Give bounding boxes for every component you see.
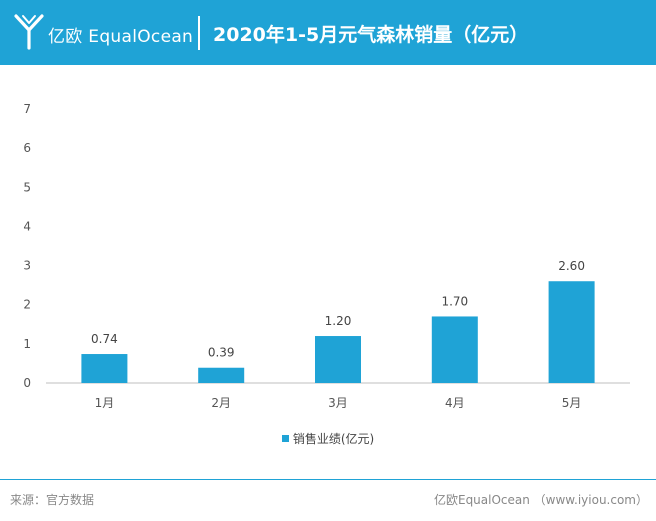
y-logo-icon (14, 14, 44, 50)
y-tick-label: 2 (23, 298, 31, 312)
x-tick-label: 5月 (562, 396, 582, 410)
y-tick-label: 0 (23, 376, 31, 390)
bar (81, 354, 128, 383)
brand-name: 亿欧 EqualOcean (48, 27, 194, 47)
data-label: 0.74 (91, 332, 118, 346)
x-tick-label: 2月 (211, 396, 231, 410)
y-tick-label: 1 (23, 337, 31, 351)
y-tick-label: 7 (23, 102, 31, 116)
site-credit: 亿欧EqualOcean （www.iyiou.com） (433, 493, 648, 507)
y-tick-label: 4 (23, 219, 31, 233)
data-label: 0.39 (208, 346, 235, 360)
y-tick-label: 6 (23, 141, 31, 155)
bar-chart: 0 1 2 3 4 5 6 7 0.74 1月 0.39 2月 1.20 3月 1.70 4月 2.60 5月 (23, 102, 630, 410)
legend-label: 销售业绩(亿元) (292, 432, 375, 446)
source-note: 来源：官方数据 (10, 493, 95, 507)
chart-area: 0 1 2 3 4 5 6 7 0.74 1月 0.39 2月 1.20 3月 1.70 4月 2.60 5月 (0, 95, 656, 455)
header-banner: 亿欧 EqualOcean 2020年1-5月元气森林销量（亿元） (0, 0, 656, 65)
data-label: 1.70 (441, 294, 468, 308)
header-divider (198, 16, 200, 50)
bar (548, 281, 595, 383)
bar (315, 336, 361, 383)
bar (431, 316, 478, 383)
data-label: 1.20 (325, 314, 352, 328)
x-tick-label: 3月 (328, 396, 348, 410)
footer-rule (0, 479, 656, 480)
data-label: 2.60 (558, 259, 585, 273)
bar (198, 367, 245, 383)
y-tick-label: 5 (23, 180, 31, 194)
legend-swatch (281, 435, 289, 442)
page-title: 2020年1-5月元气森林销量（亿元） (213, 24, 529, 46)
x-tick-label: 1月 (95, 396, 115, 410)
chart-legend: 销售业绩(亿元) (0, 430, 656, 447)
x-tick-label: 4月 (445, 396, 465, 410)
y-tick-label: 3 (23, 259, 31, 273)
